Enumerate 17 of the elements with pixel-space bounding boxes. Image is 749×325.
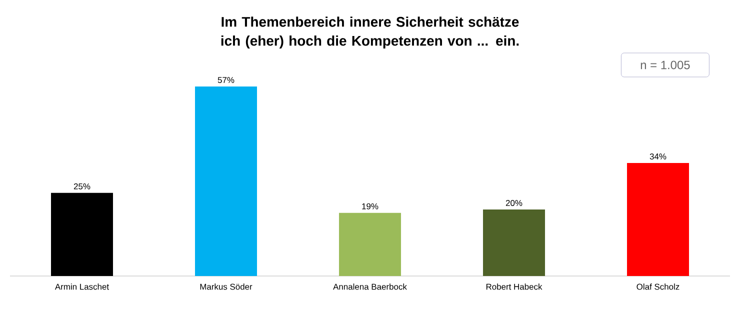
text: n = 1.005 — [640, 60, 690, 70]
data-label: 19% — [362, 203, 378, 210]
data-label: 34% — [650, 153, 666, 160]
bar — [483, 210, 546, 276]
data-label: 20% — [506, 200, 522, 206]
data-label: 25% — [74, 183, 90, 190]
x-tick-label: Armin Laschet — [54, 284, 109, 290]
x-tick-label: Markus Söder — [200, 284, 252, 290]
x-tick-label: Annalena Baerbock — [333, 284, 407, 290]
bar — [195, 86, 257, 276]
bar — [51, 192, 113, 276]
x-tick-label: Robert Habeck — [486, 284, 542, 290]
chart-title: Im Themenbereich innere Sicherheit schätze ich (eher) hoch die Kompetenzen von ... ein. — [221, 16, 519, 48]
x-tick-label: Olaf Scholz — [636, 284, 680, 290]
bar — [339, 212, 402, 276]
data-label: 57% — [218, 77, 234, 84]
bar — [627, 162, 690, 276]
